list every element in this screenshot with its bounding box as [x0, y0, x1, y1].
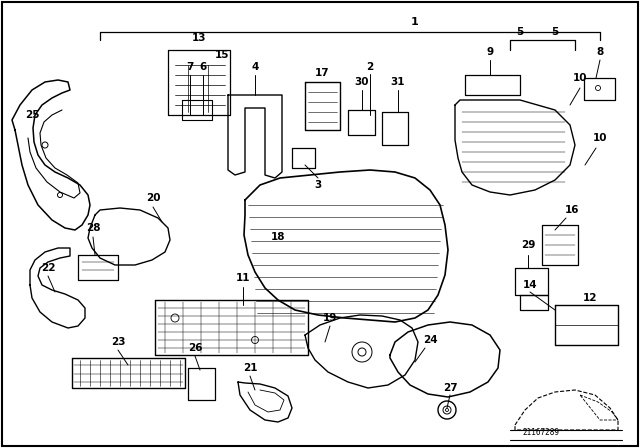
Text: 31: 31: [391, 77, 405, 87]
Text: 21167289: 21167289: [522, 427, 559, 436]
Text: 7: 7: [186, 62, 194, 72]
Text: 20: 20: [146, 193, 160, 203]
Text: 26: 26: [188, 343, 202, 353]
Text: 12: 12: [583, 293, 597, 303]
Text: 23: 23: [111, 337, 125, 347]
Text: 6: 6: [200, 62, 207, 72]
Text: 24: 24: [422, 335, 437, 345]
Text: 13: 13: [192, 33, 206, 43]
Text: 16: 16: [564, 205, 579, 215]
Text: 5: 5: [516, 27, 524, 37]
Text: 4: 4: [252, 62, 259, 72]
Text: 3: 3: [314, 180, 322, 190]
Text: 30: 30: [355, 77, 369, 87]
Text: 10: 10: [573, 73, 588, 83]
Text: 2: 2: [366, 62, 374, 72]
Text: 9: 9: [486, 47, 493, 57]
Text: 8: 8: [596, 47, 604, 57]
Text: 10: 10: [593, 133, 607, 143]
Text: 19: 19: [323, 313, 337, 323]
Text: 28: 28: [86, 223, 100, 233]
Text: 15: 15: [215, 50, 229, 60]
Text: 5: 5: [552, 27, 559, 37]
Text: 14: 14: [523, 280, 538, 290]
Text: 21: 21: [243, 363, 257, 373]
Text: 25: 25: [25, 110, 39, 120]
Text: 1: 1: [411, 17, 419, 27]
Text: 11: 11: [236, 273, 250, 283]
Text: 17: 17: [315, 68, 330, 78]
Text: 18: 18: [271, 232, 285, 242]
Text: 22: 22: [41, 263, 55, 273]
Text: 27: 27: [443, 383, 458, 393]
Text: 29: 29: [521, 240, 535, 250]
